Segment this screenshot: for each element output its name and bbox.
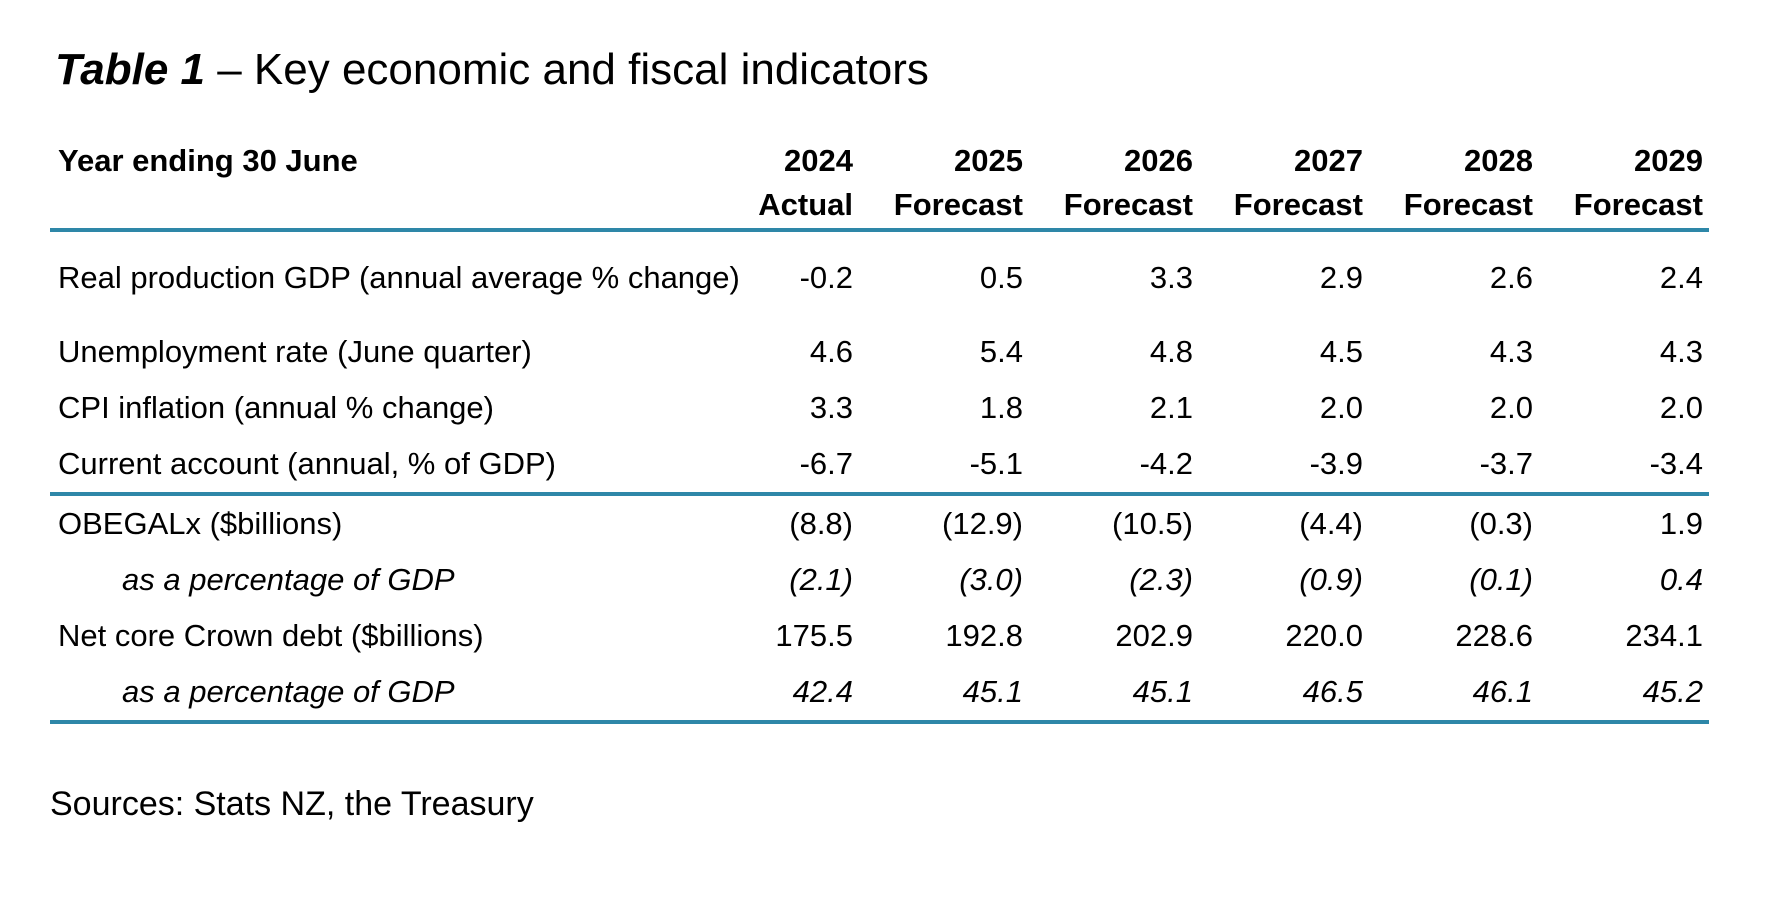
cell-value: 175.5 <box>775 618 853 653</box>
table-row: OBEGALx ($billions) (8.8) (12.9) (10.5) … <box>50 494 1709 552</box>
row-label: as a percentage of GDP <box>122 562 455 597</box>
table-row: Real production GDP (annual average % ch… <box>50 230 1709 324</box>
corner-label: Year ending 30 June <box>58 143 358 178</box>
column-year: 2029 <box>1634 143 1703 178</box>
column-year: 2026 <box>1124 143 1193 178</box>
cell-value: -6.7 <box>696 436 859 496</box>
cell-value: -0.2 <box>799 260 853 295</box>
column-year: 2024 <box>784 143 853 178</box>
column-status: Forecast <box>1369 182 1539 232</box>
cell-value: 234.1 <box>1625 618 1703 653</box>
table-container: Year ending 30 June 2024 2025 2026 2027 … <box>50 140 1709 724</box>
source-note: Sources: Stats NZ, the Treasury <box>50 785 534 823</box>
cell-value: 2.0 <box>1489 390 1533 425</box>
cell-value: (0.3) <box>1469 506 1533 541</box>
cell-value: -3.4 <box>1539 436 1709 496</box>
cell-value: -3.9 <box>1199 436 1369 496</box>
cell-value: (4.4) <box>1299 506 1363 541</box>
column-year: 2027 <box>1294 143 1363 178</box>
column-status: Forecast <box>1199 182 1369 232</box>
column-status: Forecast <box>859 182 1029 232</box>
row-label: Real production GDP (annual average % ch… <box>58 260 740 295</box>
header-row-years: Year ending 30 June 2024 2025 2026 2027 … <box>50 140 1709 182</box>
cell-value: -3.7 <box>1369 436 1539 496</box>
cell-value: -4.2 <box>1029 436 1199 496</box>
cell-value: 46.1 <box>1369 664 1539 724</box>
column-status: Actual <box>696 182 859 232</box>
table-header: Year ending 30 June 2024 2025 2026 2027 … <box>50 140 1709 232</box>
title-separator: – <box>204 45 254 94</box>
column-year: 2025 <box>954 143 1023 178</box>
cell-value: 228.6 <box>1455 618 1533 653</box>
cell-value: 2.0 <box>1319 390 1363 425</box>
indicators-table: Year ending 30 June 2024 2025 2026 2027 … <box>50 140 1709 724</box>
cell-value: 45.1 <box>1029 664 1199 724</box>
cell-value: 4.3 <box>1489 334 1533 369</box>
cell-value: 192.8 <box>945 618 1023 653</box>
column-year: 2028 <box>1464 143 1533 178</box>
cell-value: 1.8 <box>979 390 1023 425</box>
title-text: Key economic and fiscal indicators <box>253 45 929 94</box>
cell-value: 45.2 <box>1539 664 1709 724</box>
cell-value: (2.3) <box>1129 562 1193 597</box>
cell-value: 202.9 <box>1115 618 1193 653</box>
table-row: as a percentage of GDP 42.4 45.1 45.1 46… <box>50 664 1709 724</box>
cell-value: 0.4 <box>1659 562 1703 597</box>
table-title: Table 1 – Key economic and fiscal indica… <box>55 44 929 96</box>
cell-value: (0.1) <box>1469 562 1533 597</box>
header-spacer <box>50 182 696 232</box>
table-body: Real production GDP (annual average % ch… <box>50 230 1709 724</box>
cell-value: 2.6 <box>1489 260 1533 295</box>
table-number: Table 1 <box>55 45 205 94</box>
cell-value: 3.3 <box>809 390 853 425</box>
row-label: as a percentage of GDP <box>50 664 696 724</box>
row-label: Current account (annual, % of GDP) <box>50 436 696 496</box>
cell-value: 5.4 <box>979 334 1023 369</box>
table-row: as a percentage of GDP (2.1) (3.0) (2.3)… <box>50 552 1709 608</box>
cell-value: 2.1 <box>1149 390 1193 425</box>
cell-value: 2.4 <box>1659 260 1703 295</box>
cell-value: 45.1 <box>859 664 1029 724</box>
cell-value: 42.4 <box>696 664 859 724</box>
cell-value: (3.0) <box>959 562 1023 597</box>
table-row: Current account (annual, % of GDP) -6.7 … <box>50 436 1709 496</box>
cell-value: 4.3 <box>1659 334 1703 369</box>
column-status: Forecast <box>1029 182 1199 232</box>
cell-value: 4.6 <box>809 334 853 369</box>
row-label: OBEGALx ($billions) <box>58 506 343 541</box>
cell-value: (2.1) <box>789 562 853 597</box>
table-row: CPI inflation (annual % change) 3.3 1.8 … <box>50 380 1709 436</box>
cell-value: 0.5 <box>979 260 1023 295</box>
cell-value: (0.9) <box>1299 562 1363 597</box>
cell-value: 220.0 <box>1285 618 1363 653</box>
header-row-status: Actual Forecast Forecast Forecast Foreca… <box>50 182 1709 232</box>
table-row: Net core Crown debt ($billions) 175.5 19… <box>50 608 1709 664</box>
cell-value: (8.8) <box>789 506 853 541</box>
cell-value: 4.8 <box>1149 334 1193 369</box>
cell-value: 46.5 <box>1199 664 1369 724</box>
cell-value: 4.5 <box>1319 334 1363 369</box>
cell-value: 3.3 <box>1149 260 1193 295</box>
row-label: Unemployment rate (June quarter) <box>58 334 532 369</box>
column-status: Forecast <box>1539 182 1709 232</box>
table-row: Unemployment rate (June quarter) 4.6 5.4… <box>50 324 1709 380</box>
row-label: CPI inflation (annual % change) <box>58 390 494 425</box>
cell-value: 2.9 <box>1319 260 1363 295</box>
cell-value: -5.1 <box>859 436 1029 496</box>
cell-value: (12.9) <box>942 506 1023 541</box>
cell-value: 1.9 <box>1659 506 1703 541</box>
cell-value: 2.0 <box>1659 390 1703 425</box>
cell-value: (10.5) <box>1112 506 1193 541</box>
row-label: Net core Crown debt ($billions) <box>58 618 484 653</box>
